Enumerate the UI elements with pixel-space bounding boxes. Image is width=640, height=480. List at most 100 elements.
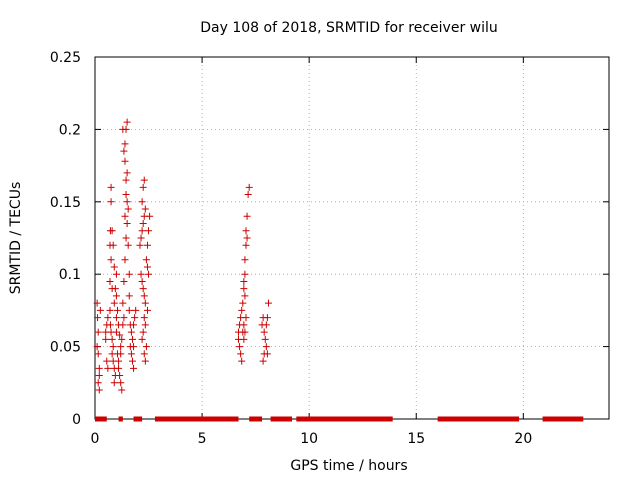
data-point xyxy=(103,357,111,365)
data-point xyxy=(241,256,249,264)
data-point xyxy=(112,328,120,336)
data-point xyxy=(125,270,133,278)
data-point xyxy=(112,314,120,322)
data-point xyxy=(241,328,249,336)
data-point xyxy=(140,292,148,300)
data-point xyxy=(130,321,138,329)
data-point xyxy=(111,285,119,293)
data-point xyxy=(117,350,125,358)
data-point xyxy=(109,241,117,249)
data-point xyxy=(115,364,123,372)
y-tick-label: 0 xyxy=(72,412,81,428)
data-point xyxy=(120,277,128,285)
data-point xyxy=(107,256,115,264)
data-point xyxy=(145,270,153,278)
y-tick-label: 0.25 xyxy=(50,50,81,66)
data-point xyxy=(106,321,114,329)
data-point xyxy=(241,270,249,278)
y-axis-label: SRMTID / TECUs xyxy=(8,182,24,295)
x-axis-label: GPS time / hours xyxy=(290,458,407,474)
data-points xyxy=(93,118,272,394)
y-tick-label: 0.15 xyxy=(50,195,81,211)
data-point xyxy=(112,292,120,300)
data-point xyxy=(126,343,134,351)
data-point xyxy=(93,299,101,307)
data-point xyxy=(141,357,149,365)
data-point xyxy=(141,299,149,307)
data-point xyxy=(142,256,150,264)
data-point xyxy=(262,321,270,329)
y-tick-label: 0.1 xyxy=(59,267,81,283)
data-point xyxy=(242,227,250,235)
data-point xyxy=(116,331,124,339)
data-point xyxy=(130,364,138,372)
data-point xyxy=(139,285,147,293)
data-point xyxy=(121,212,129,220)
data-point xyxy=(143,263,151,271)
data-point xyxy=(128,335,136,343)
data-point xyxy=(109,343,117,351)
data-point xyxy=(143,241,151,249)
data-point xyxy=(137,234,145,242)
data-point xyxy=(119,321,127,329)
data-point xyxy=(139,328,147,336)
x-tick-label: 0 xyxy=(91,431,100,447)
y-tick-label: 0.2 xyxy=(59,122,81,138)
data-point xyxy=(121,140,129,148)
data-point xyxy=(128,357,136,365)
data-point xyxy=(240,321,248,329)
data-point xyxy=(107,183,115,191)
data-point xyxy=(106,277,114,285)
plot-frame xyxy=(94,56,610,420)
data-point xyxy=(136,241,144,249)
data-point xyxy=(121,157,129,165)
data-point xyxy=(238,357,246,365)
data-point xyxy=(118,386,126,394)
chart-title: Day 108 of 2018, SRMTID for receiver wil… xyxy=(200,20,498,36)
data-point xyxy=(243,234,251,242)
grid-lines xyxy=(95,57,609,419)
data-point xyxy=(110,379,118,387)
data-point xyxy=(119,125,127,133)
data-point xyxy=(239,299,247,307)
x-tick-label: 10 xyxy=(300,431,318,447)
data-point xyxy=(131,314,139,322)
data-point xyxy=(118,335,126,343)
data-point xyxy=(137,270,145,278)
data-point xyxy=(123,220,131,228)
data-point xyxy=(262,343,270,351)
data-point xyxy=(141,205,149,213)
x-tick-label: 5 xyxy=(198,431,207,447)
data-point xyxy=(240,277,248,285)
data-point xyxy=(125,306,133,314)
data-point xyxy=(242,241,250,249)
data-point xyxy=(125,292,133,300)
data-point xyxy=(245,183,253,191)
data-point xyxy=(236,343,244,351)
data-point xyxy=(95,364,103,372)
data-point xyxy=(95,372,103,380)
data-point xyxy=(104,314,112,322)
data-point xyxy=(140,350,148,358)
data-point xyxy=(242,314,250,322)
data-point xyxy=(122,176,130,184)
data-point xyxy=(238,306,246,314)
data-point xyxy=(259,357,267,365)
data-point xyxy=(112,270,120,278)
data-point xyxy=(102,335,110,343)
data-point xyxy=(110,263,118,271)
data-point xyxy=(138,277,146,285)
data-point xyxy=(260,328,268,336)
data-point xyxy=(140,176,148,184)
data-point xyxy=(94,350,102,358)
data-point xyxy=(124,241,132,249)
data-point xyxy=(139,183,147,191)
data-point xyxy=(123,169,131,177)
data-point xyxy=(117,343,125,351)
data-point xyxy=(145,227,153,235)
data-point xyxy=(264,299,272,307)
data-point xyxy=(104,364,112,372)
data-point xyxy=(138,227,146,235)
x-tick-label: 20 xyxy=(514,431,532,447)
data-point xyxy=(94,314,102,322)
